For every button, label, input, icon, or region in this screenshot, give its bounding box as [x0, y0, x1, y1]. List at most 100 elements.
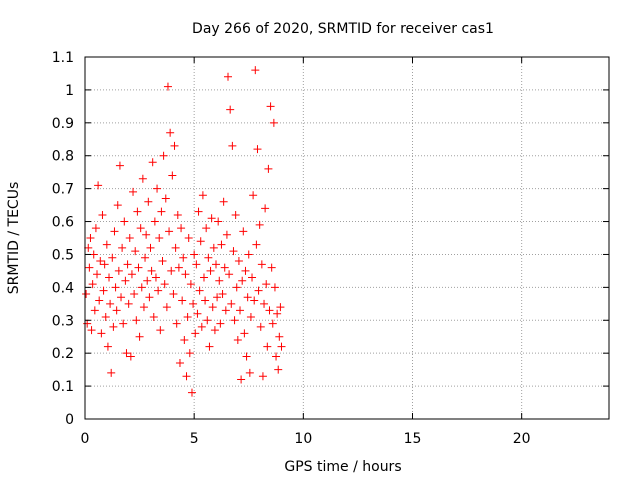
data-point — [109, 322, 118, 331]
data-point — [154, 286, 163, 295]
data-point — [178, 296, 187, 305]
y-tick-label: 0 — [65, 412, 74, 428]
data-point — [207, 214, 216, 223]
data-point — [253, 145, 262, 154]
data-point — [149, 312, 158, 321]
x-axis-label: GPS time / hours — [284, 459, 401, 475]
data-point — [205, 342, 214, 351]
data-point — [131, 247, 140, 256]
data-point — [132, 316, 141, 325]
data-point — [248, 273, 257, 282]
data-point — [265, 306, 274, 315]
data-point — [120, 217, 129, 226]
data-point — [202, 224, 211, 233]
data-point — [214, 217, 223, 226]
data-point — [137, 283, 146, 292]
data-point — [150, 217, 159, 226]
data-point — [268, 319, 277, 328]
data-point — [142, 230, 151, 239]
data-point — [136, 224, 145, 233]
data-point — [184, 234, 193, 242]
data-point — [145, 293, 154, 302]
data-point — [191, 329, 200, 338]
data-point — [210, 326, 219, 335]
data-point — [273, 309, 282, 318]
data-point — [277, 342, 286, 351]
data-point — [155, 234, 164, 242]
data-point — [111, 283, 120, 292]
data-point — [166, 128, 175, 137]
data-point — [256, 322, 265, 331]
data-point — [93, 270, 102, 279]
data-point — [201, 296, 210, 305]
data-points — [82, 66, 286, 397]
data-point — [169, 289, 178, 298]
data-point — [135, 332, 144, 341]
data-point — [115, 161, 124, 170]
data-point — [221, 306, 230, 315]
data-point — [182, 372, 191, 381]
data-point — [222, 230, 231, 239]
data-point — [228, 141, 237, 150]
data-point — [156, 326, 165, 335]
data-point — [229, 247, 238, 256]
data-point — [183, 312, 192, 321]
x-tick-label: 10 — [294, 431, 312, 447]
y-tick-label: 1.1 — [52, 50, 74, 66]
data-point — [269, 118, 278, 127]
x-tick-label: 20 — [513, 431, 531, 447]
data-point — [272, 352, 281, 361]
data-point — [141, 253, 150, 262]
data-point — [146, 243, 155, 252]
data-point — [153, 184, 162, 193]
data-point — [139, 303, 148, 312]
data-point — [151, 273, 160, 282]
data-point — [209, 243, 218, 252]
data-point — [255, 220, 264, 229]
data-point — [218, 289, 227, 298]
data-point — [90, 306, 99, 315]
x-tick-label: 5 — [190, 431, 199, 447]
data-point — [99, 286, 108, 295]
data-point — [159, 151, 168, 160]
data-point — [102, 240, 111, 249]
data-point — [217, 240, 226, 249]
data-point — [276, 303, 285, 312]
data-point — [194, 207, 203, 216]
x-tick-label: 0 — [81, 431, 90, 447]
data-point — [114, 266, 123, 275]
data-point — [242, 352, 251, 361]
data-point — [189, 299, 198, 308]
data-point — [213, 293, 222, 302]
data-point — [175, 359, 184, 368]
data-point — [157, 207, 166, 216]
data-point — [101, 312, 110, 321]
data-point — [239, 227, 248, 236]
data-point — [177, 224, 186, 233]
data-point — [134, 263, 143, 272]
data-point — [158, 257, 167, 266]
data-point — [231, 210, 240, 219]
data-point — [113, 201, 122, 210]
data-point — [172, 319, 181, 328]
data-point — [238, 276, 247, 285]
data-point — [160, 280, 169, 289]
data-point — [258, 372, 267, 381]
data-point — [252, 240, 261, 249]
data-point — [251, 66, 260, 75]
data-point — [206, 266, 215, 275]
data-point — [263, 342, 272, 351]
data-point — [260, 299, 269, 308]
data-point — [204, 253, 213, 262]
data-point — [234, 257, 243, 266]
data-point — [241, 266, 250, 275]
data-point — [168, 171, 177, 180]
data-point — [180, 336, 189, 345]
data-point — [220, 263, 229, 272]
data-point — [97, 329, 106, 338]
data-point — [165, 227, 174, 236]
data-point — [181, 270, 190, 279]
data-point — [267, 263, 276, 272]
data-point — [226, 105, 235, 114]
